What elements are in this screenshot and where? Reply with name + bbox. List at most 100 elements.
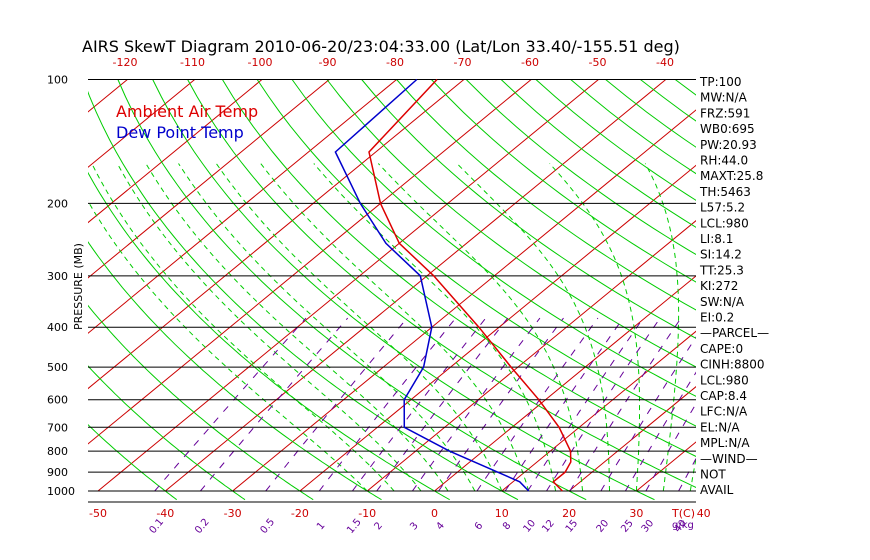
isotherm-line [838, 80, 870, 492]
dry-adiabat-line [431, 79, 696, 283]
dry-adiabat-line [88, 241, 382, 501]
isotherm-line [568, 386, 696, 492]
mixing-ratio-tick-label: 25 [619, 518, 636, 535]
mixing-ratio-tick-label: 2 [373, 520, 386, 532]
isotherm-line [88, 79, 397, 334]
dry-adiabat-line [88, 90, 519, 501]
mixing-ratio-line [376, 317, 509, 492]
dry-adiabat-line [221, 79, 696, 457]
chart-title: AIRS SkewT Diagram 2010-06-20/23:04:33.0… [82, 37, 680, 56]
moist-adiabat-line [456, 163, 610, 491]
dry-adiabat-line [396, 79, 696, 311]
top-temp-tick-label: -60 [521, 56, 539, 69]
stat-item: AVAIL [700, 483, 734, 497]
isotherm-line [88, 79, 196, 168]
mixing-ratio-tick-label: 3 [408, 520, 421, 532]
mixing-ratio-line [154, 317, 307, 492]
dry-adiabat-line [500, 79, 696, 228]
pressure-tick-label: 700 [47, 421, 68, 434]
temp-unit-label: T(C) [671, 507, 695, 520]
bottom-temp-tick-label: -50 [89, 507, 107, 520]
mixing-ratio-tick-label: 0.5 [258, 517, 277, 536]
top-temp-tick-label: -50 [589, 56, 607, 69]
pressure-tick-label: 300 [47, 270, 68, 283]
stat-item: TT:25.3 [699, 263, 744, 277]
dry-adiabat-line [465, 79, 696, 256]
stat-item: CAPE:0 [700, 342, 743, 356]
stat-item: TP:100 [699, 75, 742, 89]
isotherm-line [501, 330, 696, 492]
isotherm-line [88, 79, 465, 390]
moist-adiabat-line [377, 163, 584, 492]
mixing-ratio-line [600, 336, 696, 492]
stat-item: RH:44.0 [700, 154, 748, 168]
stat-item: LI:8.1 [700, 232, 733, 246]
legend-ambient-air-temp: Ambient Air Temp [116, 102, 258, 121]
moist-adiabat-line [689, 455, 696, 492]
stat-item: WB0:695 [700, 122, 755, 136]
mixing-ratio-tick-label: 30 [640, 518, 657, 535]
top-temp-tick-label: -40 [656, 56, 674, 69]
stat-item: MW:N/A [700, 91, 748, 105]
stat-item: CINH:8800 [700, 358, 765, 372]
axis-labels: -120 -110 -100 -90 -80 -70 -60 -50 -40-50 -40 -30-… [89, 56, 711, 536]
moist-adiabat-line [313, 163, 557, 492]
bottom-temp-tick-label: 30 [629, 507, 643, 520]
dry-adiabat-line [117, 79, 587, 501]
mixing-ratio-tick-label: 6 [473, 520, 486, 532]
dry-adiabat-line [326, 79, 696, 368]
bottom-temp-tick-label: 10 [495, 507, 509, 520]
stat-item: SW:N/A [700, 295, 745, 309]
dry-adiabat-line [256, 79, 696, 427]
dry-adiabat-line [88, 304, 314, 501]
stat-item: EL:N/A [700, 420, 740, 434]
y-axis-label: PRESSURE (MB) [72, 243, 85, 330]
mixing-ratio-tick-label: 1 [315, 520, 328, 532]
bottom-temp-tick-label: -20 [291, 507, 309, 520]
pressure-tick-label: 600 [47, 394, 68, 407]
ambient-air-temp-line [368, 78, 572, 492]
dry-adiabat-line [291, 79, 696, 397]
stat-item: TH:5463 [699, 185, 751, 199]
stat-item: SI:14.2 [700, 248, 742, 262]
stat-item: L57:5.2 [700, 201, 745, 215]
mixing-ratio-line [569, 317, 682, 492]
isotherm-line [88, 79, 330, 279]
top-temp-tick-label: -100 [248, 56, 273, 69]
mixing-ratio-line [200, 317, 349, 492]
stat-item: FRZ:591 [700, 106, 750, 120]
stat-item: LFC:N/A [700, 405, 748, 419]
stat-item: LCL:980 [700, 373, 749, 387]
mixing-ratio-line [546, 317, 661, 492]
mixing-ratio-line [476, 317, 599, 492]
pressure-tick-label: 1000 [47, 485, 75, 498]
pressure-tick-label: 200 [47, 197, 68, 210]
stat-item: MPL:N/A [700, 436, 750, 450]
mixing-ratio-line [527, 317, 644, 492]
isotherm-line [164, 79, 667, 492]
pressure-tick-label: 100 [47, 74, 68, 87]
isotherm-line [434, 275, 696, 492]
dry-adiabat-line [187, 79, 696, 488]
top-temp-tick-label: -80 [386, 56, 404, 69]
bottom-temp-tick-label: -40 [156, 507, 174, 520]
mixing-ratio-tick-label: 20 [595, 518, 612, 535]
mixing-ratio-tick-label: 12 [540, 518, 557, 535]
mixing-ratio-line [438, 317, 564, 492]
bottom-temp-tick-label: -30 [224, 507, 242, 520]
stat-item: NOT [700, 468, 726, 482]
pressure-tick-label: 400 [47, 321, 68, 334]
dry-adiabat-line [88, 171, 450, 501]
mixing-ratio-line [411, 317, 541, 492]
bottom-temp-tick-label: -10 [358, 507, 376, 520]
bottom-temp-tick-label: 0 [431, 507, 438, 520]
stat-item: —WIND— [700, 452, 758, 466]
mixing-ratio-line [318, 317, 457, 492]
stat-item: LCL:980 [700, 216, 749, 230]
moist-adiabat-line [88, 200, 368, 492]
mixing-ratio-tick-label: 10 [522, 518, 539, 535]
mixing-ratio-line [624, 371, 696, 492]
bottom-temp-tick-label: 40 [697, 507, 711, 520]
mixing-ratio-tick-label: 8 [501, 520, 514, 532]
